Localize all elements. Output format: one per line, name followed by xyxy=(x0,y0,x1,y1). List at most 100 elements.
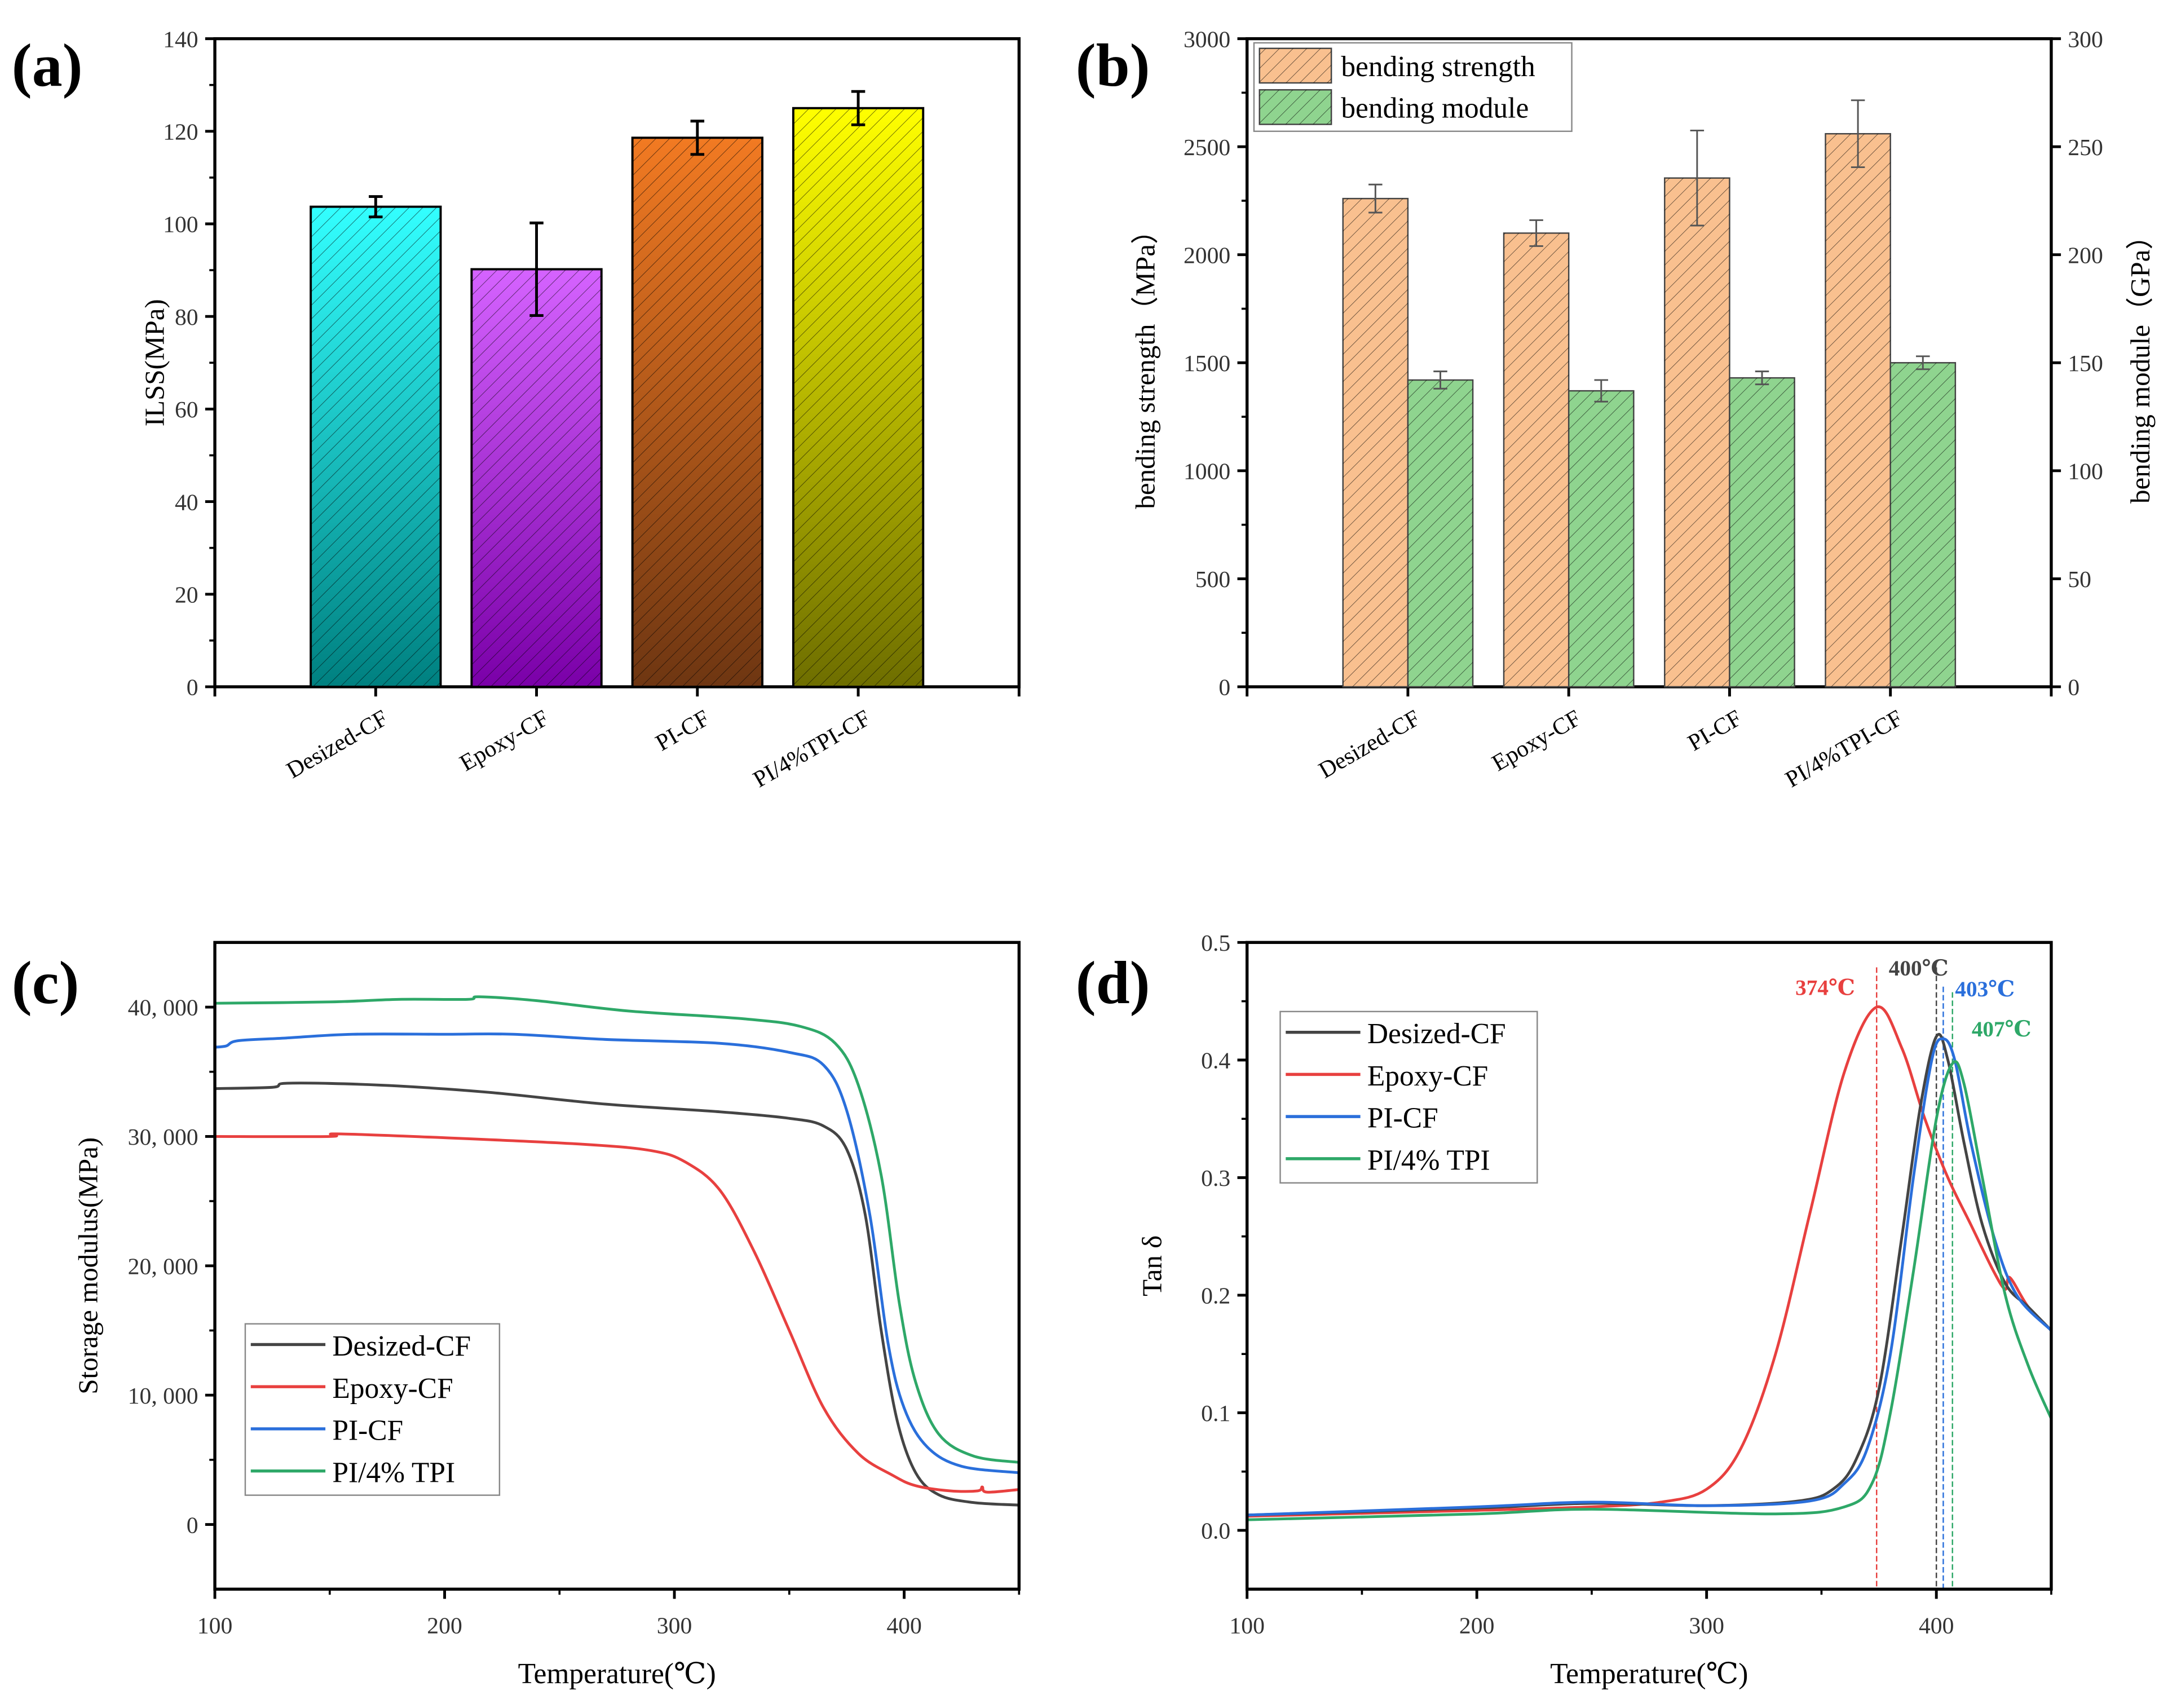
y2-tick-label: 100 xyxy=(2068,459,2103,485)
x-tick-label: Epoxy-CF xyxy=(456,705,553,777)
y-tick-label: 2000 xyxy=(1184,242,1230,268)
y2-tick-label: 300 xyxy=(2068,27,2103,52)
y-tick-label: 10, 000 xyxy=(128,1383,198,1409)
y2-tick-label: 150 xyxy=(2068,351,2103,377)
series-line xyxy=(215,1082,1019,1507)
legend-label: bending strength xyxy=(1341,51,1535,83)
x-tick-label: 300 xyxy=(657,1613,692,1639)
y2-tick-label: 200 xyxy=(2068,242,2103,268)
error-bar xyxy=(1690,129,1705,227)
y2-tick-label: 50 xyxy=(2068,567,2091,593)
chart-c: 0 10, 000 20, 000 30, 000 40, 000 100 200 300 40… xyxy=(73,941,1021,1690)
y-axis-label: bending strength（MPa） xyxy=(1129,217,1160,509)
bar-hatch xyxy=(1569,391,1634,687)
bar-hatch xyxy=(793,108,924,687)
x-tick-label: Epoxy-CF xyxy=(1487,705,1585,777)
y-tick-label: 40, 000 xyxy=(128,995,198,1021)
legend-label: Epoxy-CF xyxy=(1367,1060,1488,1092)
x-tick-label: Desized-CF xyxy=(282,705,392,784)
error-bar xyxy=(1433,370,1447,390)
x-tick-label: 100 xyxy=(1229,1613,1264,1639)
x-tick-label: PI-CF xyxy=(1684,705,1746,757)
y-tick-label: 0.2 xyxy=(1201,1283,1230,1309)
y2-axis-label: bending module（GPa） xyxy=(2125,222,2156,504)
error-bar xyxy=(1916,355,1930,370)
legend-label: Desized-CF xyxy=(332,1330,471,1362)
y-tick-label: 140 xyxy=(163,27,198,52)
peak-annotation: 374℃ xyxy=(1795,976,1855,1000)
x-tick-label: PI/4%TPI-CF xyxy=(749,705,875,793)
y-tick-label: 20, 000 xyxy=(128,1254,198,1279)
panel-label: (d) xyxy=(1076,950,1150,1017)
legend-label: Epoxy-CF xyxy=(332,1372,453,1405)
panel-label: (a) xyxy=(12,32,83,99)
legend-label: PI-CF xyxy=(1367,1102,1438,1135)
error-bar xyxy=(529,221,544,317)
x-tick-label: 400 xyxy=(1919,1613,1954,1639)
y2-tick-label: 250 xyxy=(2068,135,2103,161)
legend-label: Desized-CF xyxy=(1367,1018,1506,1050)
peak-annotation: 400℃ xyxy=(1889,956,1949,981)
x-tick-label: 200 xyxy=(1459,1613,1494,1639)
y-tick-label: 0.3 xyxy=(1201,1166,1230,1191)
bar-hatch xyxy=(1825,134,1891,687)
series-line xyxy=(1247,1060,2051,1521)
x-tick-label: 400 xyxy=(886,1613,921,1639)
chart-d: 0.0 0.1 0.2 0.3 0.4 0.5 100 200 300 400 Temperatur… xyxy=(1137,930,2053,1690)
x-tick-label: Desized-CF xyxy=(1314,705,1424,784)
series-line xyxy=(215,1132,1019,1494)
y-tick-label: 40 xyxy=(175,489,198,515)
legend-frame xyxy=(244,1323,501,1496)
x-tick-label: PI/4%TPI-CF xyxy=(1781,705,1907,793)
y-tick-label: 0.1 xyxy=(1201,1401,1230,1427)
series-line xyxy=(1247,1005,2051,1518)
y-axis-label: Storage modulus(MPa) xyxy=(73,1137,104,1394)
y-tick-label: 1000 xyxy=(1184,459,1230,485)
series-line xyxy=(215,1032,1019,1475)
y-tick-label: 100 xyxy=(163,212,198,238)
y-tick-label: 0 xyxy=(187,675,198,701)
y-tick-label: 120 xyxy=(163,120,198,145)
y-tick-label: 0.5 xyxy=(1201,930,1230,956)
legend-label: PI/4% TPI xyxy=(332,1457,455,1489)
error-bar xyxy=(690,120,705,156)
bar-hatch xyxy=(1664,178,1730,687)
legend-label: PI-CF xyxy=(332,1415,403,1447)
error-bar xyxy=(1755,370,1769,386)
y-tick-label: 2500 xyxy=(1184,135,1230,161)
legend-swatch-hatch xyxy=(1259,48,1332,83)
bar-hatch xyxy=(1890,363,1955,687)
legend-label: PI/4% TPI xyxy=(1367,1144,1490,1176)
legend: bending strength bending module xyxy=(1253,42,1573,133)
plot-frame xyxy=(1245,941,2053,1591)
series-line xyxy=(1247,1037,2051,1517)
y-tick-label: 3000 xyxy=(1184,27,1230,52)
series-line xyxy=(215,995,1019,1464)
y-tick-label: 30, 000 xyxy=(128,1124,198,1150)
y-axis-label: ILSS(MPa) xyxy=(139,299,170,426)
y-tick-label: 0.4 xyxy=(1201,1048,1230,1074)
peak-annotation: 403℃ xyxy=(1955,977,2015,1001)
legend: Desized-CF Epoxy-CF PI-CF PI/4% TPI xyxy=(1279,1010,1538,1184)
error-bar xyxy=(369,195,383,219)
y-tick-label: 500 xyxy=(1195,567,1230,593)
x-axis-label: Temperature(℃) xyxy=(1550,1658,1748,1690)
bar-hatch xyxy=(1343,198,1408,687)
legend-label: bending module xyxy=(1341,92,1529,124)
y-tick-label: 0 xyxy=(1218,675,1230,701)
x-tick-label: 100 xyxy=(197,1613,232,1639)
y-tick-label: 60 xyxy=(175,397,198,423)
y-tick-label: 80 xyxy=(175,304,198,330)
panel-label: (b) xyxy=(1076,32,1150,99)
bar-hatch xyxy=(471,269,602,687)
panel-label: (c) xyxy=(12,950,80,1017)
error-bar xyxy=(851,90,866,126)
error-bar xyxy=(1529,219,1543,247)
y-axis-label: Tan δ xyxy=(1137,1235,1168,1296)
bar-hatch xyxy=(1504,233,1569,687)
legend-swatch-hatch xyxy=(1259,90,1332,125)
error-bar xyxy=(1368,183,1383,214)
y2-tick-label: 0 xyxy=(2068,675,2079,701)
error-bar xyxy=(1594,379,1609,403)
